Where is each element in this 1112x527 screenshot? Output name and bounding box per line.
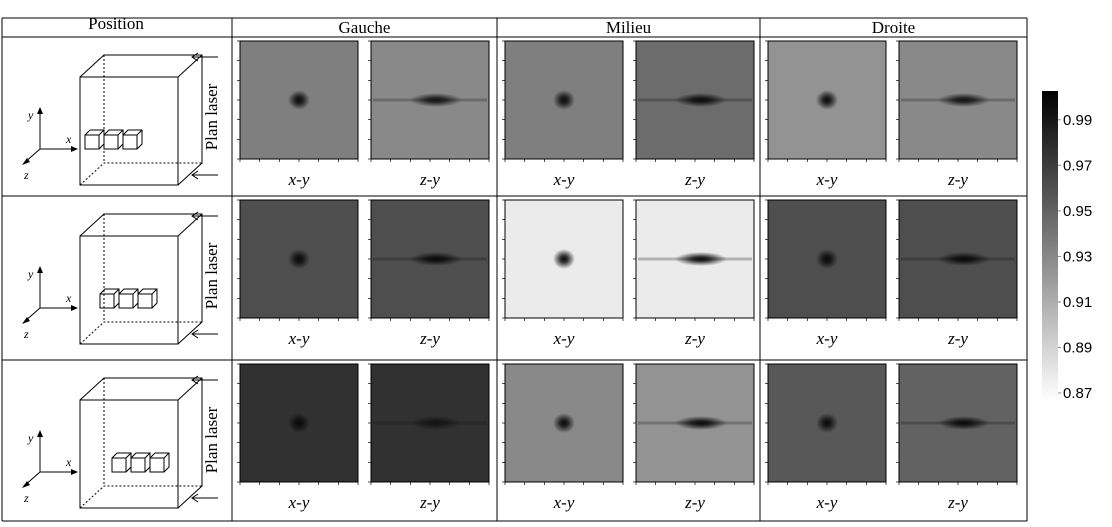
panel-label: z-y — [684, 329, 705, 348]
panel-label: z-y — [419, 170, 440, 189]
colorbar-tick-label: 0.97 — [1063, 157, 1092, 174]
column-header: Droite — [872, 18, 915, 37]
panel-label: x-y — [816, 329, 838, 348]
colorbar-tick-label: 0.93 — [1063, 248, 1092, 265]
heatmap-peak — [553, 249, 575, 269]
colorbar-tick-label: 0.95 — [1063, 203, 1092, 220]
panel-label: z-y — [419, 329, 440, 348]
heatmap-peak — [409, 93, 462, 107]
panel-label: z-y — [947, 493, 968, 512]
heatmap-peak — [553, 90, 575, 110]
axis-letter: x — [65, 291, 72, 305]
panel-label: z-y — [947, 329, 968, 348]
laser-label: Plan laser — [202, 242, 221, 309]
axis-letter: z — [23, 491, 29, 505]
colorbar — [1042, 91, 1058, 401]
panel-label: x-y — [288, 493, 310, 512]
column-header: Gauche — [339, 18, 391, 37]
heatmap-peak — [937, 252, 990, 266]
heatmap-peak — [816, 90, 838, 110]
heatmap-peak — [674, 252, 727, 266]
panel-label: x-y — [553, 493, 575, 512]
heatmap-peak — [409, 416, 462, 430]
position-diagram — [22, 211, 218, 345]
heatmap-peak — [674, 416, 727, 430]
axis-letter: y — [27, 267, 34, 281]
header-position: Position — [88, 14, 144, 33]
panel-label: z-y — [947, 170, 968, 189]
panel-label: x-y — [816, 170, 838, 189]
colorbar-tick-label: 0.87 — [1063, 385, 1092, 402]
heatmap-peak — [288, 90, 310, 110]
panel-label: x-y — [288, 329, 310, 348]
axis-letter: y — [27, 108, 34, 122]
laser-label: Plan laser — [202, 83, 221, 150]
heatmap-peak — [937, 93, 990, 107]
position-diagram — [22, 375, 218, 509]
heatmap-peak — [674, 93, 727, 107]
axis-letter: z — [23, 168, 29, 182]
heatmap-peak — [553, 413, 575, 433]
heatmap-peak — [816, 413, 838, 433]
panel-label: z-y — [684, 170, 705, 189]
panel-label: x-y — [816, 493, 838, 512]
laser-label: Plan laser — [202, 406, 221, 473]
panel-label: x-y — [553, 170, 575, 189]
axis-letter: x — [65, 455, 72, 469]
heatmap-peak — [288, 249, 310, 269]
panel-label: z-y — [419, 493, 440, 512]
panel-label: z-y — [684, 493, 705, 512]
axis-letter: y — [27, 431, 34, 445]
axis-letter: z — [23, 327, 29, 341]
column-header: Milieu — [606, 18, 652, 37]
colorbar-tick-label: 0.91 — [1063, 294, 1092, 311]
heatmap-peak — [288, 413, 310, 433]
axis-letter: x — [65, 132, 72, 146]
panel-label: x-y — [553, 329, 575, 348]
heatmap-peak — [409, 252, 462, 266]
heatmap-peak — [937, 416, 990, 430]
heatmap-peak — [816, 249, 838, 269]
colorbar-tick-label: 0.89 — [1063, 339, 1092, 356]
panel-label: x-y — [288, 170, 310, 189]
position-diagram — [22, 52, 218, 186]
colorbar-tick-label: 0.99 — [1063, 112, 1092, 129]
